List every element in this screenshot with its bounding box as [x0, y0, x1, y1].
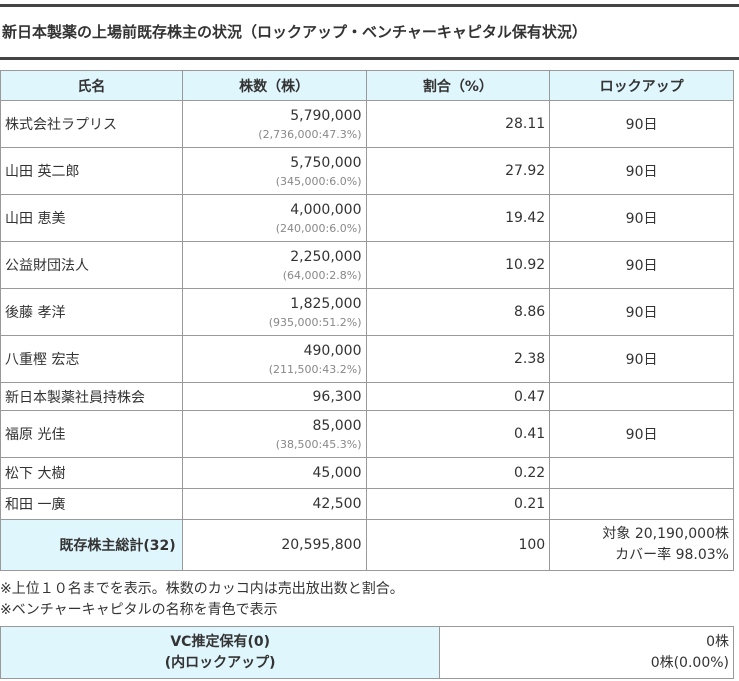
ratio-cell: 2.38 — [365, 335, 551, 383]
shares-cell: 490,000 (211,500:43.2%) — [181, 335, 367, 383]
sold-shares: (2,736,000:47.3%) — [258, 127, 362, 141]
shareholder-name: 山田 恵美 — [0, 194, 183, 242]
ratio-cell: 0.22 — [365, 457, 551, 489]
sold-shares: (64,000:2.8%) — [282, 268, 362, 282]
vc-row: VC推定保有(0) (内ロックアップ) 0株 0株(0.00%) — [0, 626, 734, 679]
table-row: 後藤 孝洋 1,825,000 (935,000:51.2%) 8.86 90日 — [0, 288, 734, 336]
shareholder-name: 松下 大樹 — [0, 457, 183, 489]
lockup-cell: 90日 — [549, 335, 734, 383]
table-row: 八重樫 宏志 490,000 (211,500:43.2%) 2.38 90日 — [0, 335, 734, 383]
table-row: 和田 一廣 42,500 0.21 — [0, 488, 734, 520]
col-header-ratio: 割合（%） — [365, 70, 551, 101]
ratio-cell: 0.41 — [365, 410, 551, 458]
table-row: 株式会社ラプリス 5,790,000 (2,736,000:47.3%) 28.1… — [0, 100, 734, 148]
shares-value: 490,000 — [303, 342, 362, 359]
shareholder-name: 和田 一廣 — [0, 488, 183, 520]
ratio-cell: 27.92 — [365, 147, 551, 195]
shareholder-name: 福原 光佳 — [0, 410, 183, 458]
lockup-cell: 90日 — [549, 194, 734, 242]
vc-holdings-table: VC推定保有(0) (内ロックアップ) 0株 0株(0.00%) — [0, 626, 734, 679]
lockup-cell — [549, 382, 734, 411]
shares-value: 85,000 — [312, 417, 362, 434]
ratio-cell: 0.21 — [365, 488, 551, 520]
table-header-row: 氏名 株数（株） 割合（%） ロックアップ — [0, 70, 734, 101]
vc-lockup-shares: 0株(0.00%) — [650, 654, 729, 671]
shares-value: 5,750,000 — [290, 154, 362, 171]
total-row: 既存株主総計(32) 20,595,800 100 対象 20,190,000株… — [0, 519, 734, 571]
lockup-cover-rate: カバー率 98.03% — [615, 547, 729, 563]
shares-cell: 5,790,000 (2,736,000:47.3%) — [181, 100, 367, 148]
vc-shares: 0株 — [706, 633, 729, 650]
shareholder-name: 八重樫 宏志 — [0, 335, 183, 383]
shareholder-name: 新日本製薬社員持株会 — [0, 382, 183, 411]
ratio-cell: 10.92 — [365, 241, 551, 289]
ratio-cell: 28.11 — [365, 100, 551, 148]
sold-shares: (935,000:51.2%) — [268, 315, 362, 329]
notes: ※上位１０名までを表示。株数のカッコ内は売出放出数と割合。 ※ベンチャーキャピタ… — [0, 579, 404, 621]
note-top10: ※上位１０名までを表示。株数のカッコ内は売出放出数と割合。 — [0, 581, 404, 597]
shares-cell: 4,000,000 (240,000:6.0%) — [181, 194, 367, 242]
ratio-cell: 8.86 — [365, 288, 551, 336]
col-header-lockup: ロックアップ — [549, 70, 734, 101]
ratio-cell: 19.42 — [365, 194, 551, 242]
lockup-cell — [549, 488, 734, 520]
page-title: 新日本製薬の上場前既存株主の状況（ロックアップ・ベンチャーキャピタル保有状況） — [2, 23, 587, 41]
shareholder-name: 公益財団法人 — [0, 241, 183, 289]
sold-shares: (211,500:43.2%) — [268, 362, 362, 376]
table-row: 山田 恵美 4,000,000 (240,000:6.0%) 19.42 90日 — [0, 194, 734, 242]
shareholder-name: 株式会社ラプリス — [0, 100, 183, 148]
sold-shares: (38,500:45.3%) — [275, 437, 362, 451]
shares-value: 5,790,000 — [290, 107, 362, 124]
shares-cell: 96,300 — [181, 382, 367, 411]
lockup-target: 対象 20,190,000株 — [602, 526, 729, 542]
table-row: 新日本製薬社員持株会 96,300 0.47 — [0, 382, 734, 411]
vc-value-cell: 0株 0株(0.00%) — [439, 626, 734, 679]
vc-label-cell: VC推定保有(0) (内ロックアップ) — [0, 626, 441, 679]
section-title-box: 新日本製薬の上場前既存株主の状況（ロックアップ・ベンチャーキャピタル保有状況） — [0, 4, 739, 60]
lockup-cell: 90日 — [549, 147, 734, 195]
total-label: 既存株主総計(32) — [0, 519, 183, 571]
shares-cell: 45,000 — [181, 457, 367, 489]
shares-value: 4,000,000 — [290, 201, 362, 218]
table-row: 福原 光佳 85,000 (38,500:45.3%) 0.41 90日 — [0, 410, 734, 458]
sold-shares: (240,000:6.0%) — [275, 221, 362, 235]
total-lockup-cell: 対象 20,190,000株カバー率 98.03% — [549, 519, 734, 571]
shares-cell: 85,000 (38,500:45.3%) — [181, 410, 367, 458]
total-shares: 20,595,800 — [181, 519, 367, 571]
shares-value: 1,825,000 — [290, 295, 362, 312]
table-row: 山田 英二郎 5,750,000 (345,000:6.0%) 27.92 90日 — [0, 147, 734, 195]
ratio-cell: 0.47 — [365, 382, 551, 411]
total-ratio: 100 — [365, 519, 551, 571]
shares-cell: 1,825,000 (935,000:51.2%) — [181, 288, 367, 336]
shareholder-name: 山田 英二郎 — [0, 147, 183, 195]
lockup-cell — [549, 457, 734, 489]
sold-shares: (345,000:6.0%) — [275, 174, 362, 188]
lockup-cell: 90日 — [549, 288, 734, 336]
col-header-name: 氏名 — [0, 70, 183, 101]
lockup-cell: 90日 — [549, 410, 734, 458]
vc-lockup-label: (内ロックアップ) — [164, 654, 276, 671]
shares-cell: 42,500 — [181, 488, 367, 520]
col-header-shares: 株数（株） — [181, 70, 367, 101]
shares-cell: 5,750,000 (345,000:6.0%) — [181, 147, 367, 195]
note-vc-color: ※ベンチャーキャピタルの名称を青色で表示 — [0, 602, 278, 618]
shareholders-table: 氏名 株数（株） 割合（%） ロックアップ 株式会社ラプリス 5,790,000… — [0, 70, 734, 571]
lockup-cell: 90日 — [549, 241, 734, 289]
lockup-cell: 90日 — [549, 100, 734, 148]
table-row: 公益財団法人 2,250,000 (64,000:2.8%) 10.92 90日 — [0, 241, 734, 289]
shares-value: 2,250,000 — [290, 248, 362, 265]
table-row: 松下 大樹 45,000 0.22 — [0, 457, 734, 489]
shares-cell: 2,250,000 (64,000:2.8%) — [181, 241, 367, 289]
shareholder-name: 後藤 孝洋 — [0, 288, 183, 336]
vc-label: VC推定保有(0) — [170, 633, 270, 650]
